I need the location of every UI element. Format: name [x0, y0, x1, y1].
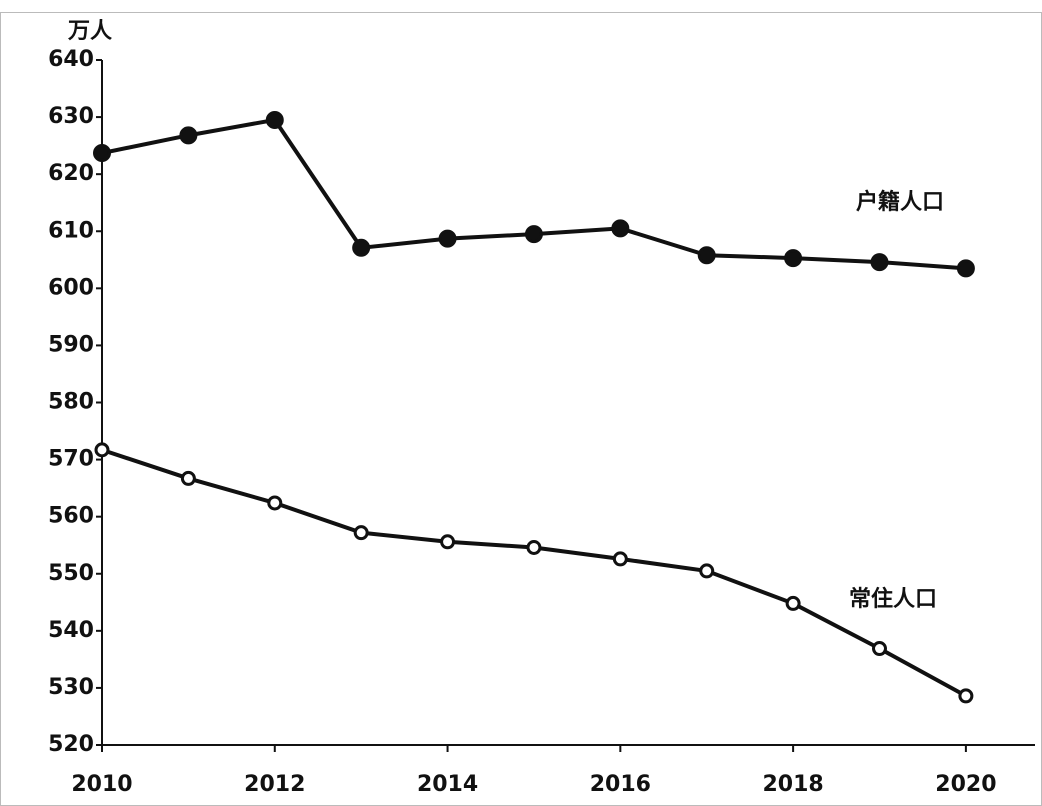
- y-tick-label: 520: [48, 732, 94, 757]
- y-tick-label: 620: [48, 161, 94, 186]
- x-tick-label: 2020: [935, 772, 996, 797]
- y-axis-unit: 万人: [67, 19, 112, 44]
- point: [526, 539, 542, 555]
- point: [785, 595, 801, 611]
- x-tick-label: 2014: [417, 772, 478, 797]
- y-tick-label: 530: [48, 675, 94, 700]
- point: [872, 641, 887, 657]
- point: [93, 144, 111, 163]
- point: [352, 238, 371, 257]
- y-tick-label: 590: [48, 332, 94, 357]
- y-tick-label: 610: [48, 218, 94, 243]
- x-tick-label: 2012: [244, 772, 305, 797]
- point: [267, 495, 283, 511]
- x-tick-label: 2018: [762, 772, 823, 797]
- point: [524, 225, 543, 244]
- point: [958, 688, 974, 704]
- series-line: [101, 117, 967, 271]
- y-tick-label: 560: [48, 504, 94, 529]
- y-tick-label: 570: [48, 447, 94, 472]
- y-tick-label: 640: [48, 47, 94, 72]
- point: [94, 442, 110, 458]
- point: [180, 470, 196, 486]
- x-tick-label: 2010: [71, 772, 132, 797]
- y-tick-label: 580: [48, 390, 94, 415]
- series-line: [101, 447, 967, 698]
- point: [784, 249, 803, 268]
- point: [179, 126, 198, 145]
- series-label: 户籍人口: [856, 189, 944, 215]
- point: [699, 563, 715, 579]
- y-tick-label: 630: [48, 104, 94, 129]
- point: [956, 259, 975, 278]
- series-label: 常住人口: [849, 586, 937, 612]
- x-tick-label: 2016: [590, 772, 651, 797]
- point: [440, 534, 456, 550]
- y-tick-label: 540: [48, 618, 94, 643]
- point: [438, 229, 457, 248]
- point: [697, 246, 716, 265]
- point: [353, 525, 369, 541]
- point: [612, 551, 628, 567]
- point: [870, 253, 889, 272]
- y-tick-label: 600: [48, 275, 94, 300]
- point: [611, 219, 630, 238]
- point: [265, 110, 284, 129]
- frame: [0, 12, 1042, 806]
- y-tick-label: 550: [48, 561, 94, 586]
